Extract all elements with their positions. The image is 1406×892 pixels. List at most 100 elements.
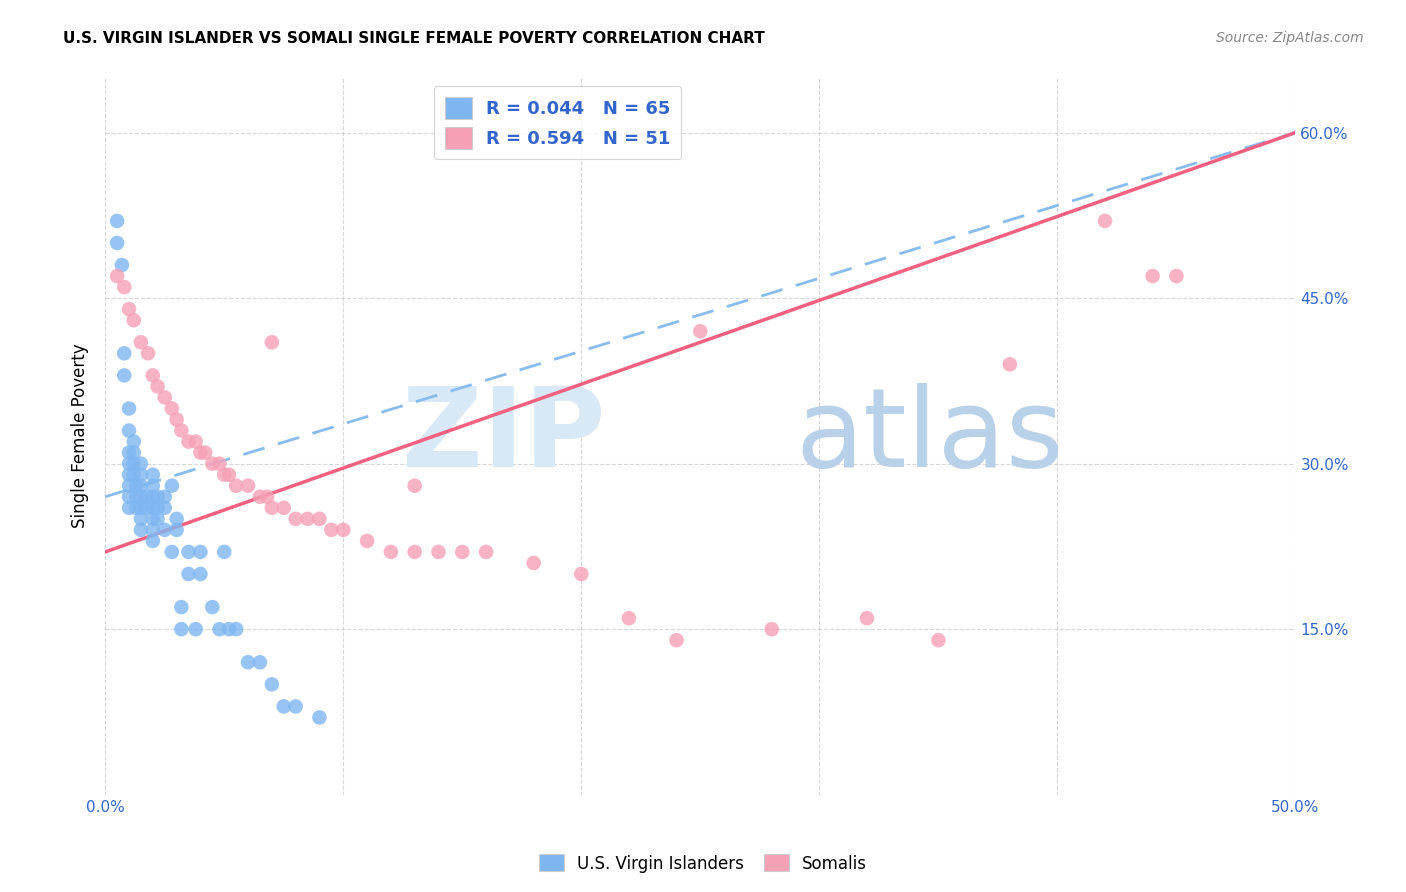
Point <box>153 523 176 537</box>
Point <box>142 533 165 548</box>
Point <box>122 467 145 482</box>
Y-axis label: Single Female Poverty: Single Female Poverty <box>72 343 89 528</box>
Point <box>142 467 165 482</box>
Point <box>1166 268 1188 283</box>
Point <box>135 490 157 504</box>
Point <box>177 567 200 582</box>
Point <box>142 479 165 493</box>
Point <box>129 479 152 493</box>
Point <box>190 567 212 582</box>
Point <box>201 600 224 615</box>
Point <box>166 512 188 526</box>
Point <box>523 556 546 570</box>
Point <box>856 611 879 625</box>
Point <box>125 500 148 515</box>
Point <box>135 500 157 515</box>
Point <box>201 457 224 471</box>
Point <box>284 512 307 526</box>
Point <box>118 401 141 416</box>
Point <box>998 357 1021 371</box>
Point <box>260 677 283 691</box>
Point <box>105 268 128 283</box>
Point <box>153 391 176 405</box>
Point <box>190 545 212 559</box>
Point <box>122 457 145 471</box>
Point <box>761 622 783 636</box>
Point <box>260 335 283 350</box>
Point <box>927 633 949 648</box>
Point <box>617 611 640 625</box>
Text: Source: ZipAtlas.com: Source: ZipAtlas.com <box>1216 31 1364 45</box>
Point <box>118 500 141 515</box>
Point <box>166 412 188 426</box>
Point <box>170 600 193 615</box>
Point <box>112 280 135 294</box>
Point <box>146 512 169 526</box>
Point <box>122 445 145 459</box>
Point <box>256 490 278 504</box>
Point <box>208 622 231 636</box>
Point <box>142 490 165 504</box>
Point <box>236 479 259 493</box>
Point <box>194 445 217 459</box>
Text: atlas: atlas <box>796 383 1064 490</box>
Point <box>122 434 145 449</box>
Point <box>212 545 235 559</box>
Point <box>208 457 231 471</box>
Point <box>125 490 148 504</box>
Point <box>153 500 176 515</box>
Point <box>321 523 343 537</box>
Point <box>146 490 169 504</box>
Point <box>404 545 426 559</box>
Point <box>284 699 307 714</box>
Point <box>218 622 240 636</box>
Point <box>273 500 295 515</box>
Point <box>136 346 159 360</box>
Point <box>404 479 426 493</box>
Point <box>129 490 152 504</box>
Point <box>118 467 141 482</box>
Point <box>153 490 176 504</box>
Point <box>249 655 271 669</box>
Point <box>260 500 283 515</box>
Point <box>475 545 498 559</box>
Point <box>118 490 141 504</box>
Legend: R = 0.044   N = 65, R = 0.594   N = 51: R = 0.044 N = 65, R = 0.594 N = 51 <box>433 87 682 160</box>
Point <box>129 512 152 526</box>
Point <box>160 401 183 416</box>
Point <box>569 567 592 582</box>
Point <box>118 445 141 459</box>
Point <box>225 622 247 636</box>
Point <box>129 335 152 350</box>
Point <box>118 424 141 438</box>
Point <box>225 479 247 493</box>
Point <box>451 545 474 559</box>
Point <box>142 523 165 537</box>
Point <box>665 633 688 648</box>
Point <box>190 445 212 459</box>
Point <box>308 512 330 526</box>
Point <box>166 523 188 537</box>
Point <box>129 523 152 537</box>
Point <box>689 324 711 338</box>
Point <box>142 512 165 526</box>
Point <box>184 622 207 636</box>
Point <box>273 699 295 714</box>
Point <box>129 467 152 482</box>
Point <box>308 710 330 724</box>
Point <box>111 258 134 272</box>
Point <box>160 545 183 559</box>
Point <box>427 545 450 559</box>
Point <box>236 655 259 669</box>
Point <box>105 214 128 228</box>
Point <box>125 479 148 493</box>
Point <box>122 313 145 327</box>
Point <box>170 622 193 636</box>
Point <box>142 500 165 515</box>
Point <box>212 467 235 482</box>
Point <box>118 457 141 471</box>
Point <box>1142 268 1164 283</box>
Point <box>356 533 378 548</box>
Point <box>249 490 271 504</box>
Point <box>170 424 193 438</box>
